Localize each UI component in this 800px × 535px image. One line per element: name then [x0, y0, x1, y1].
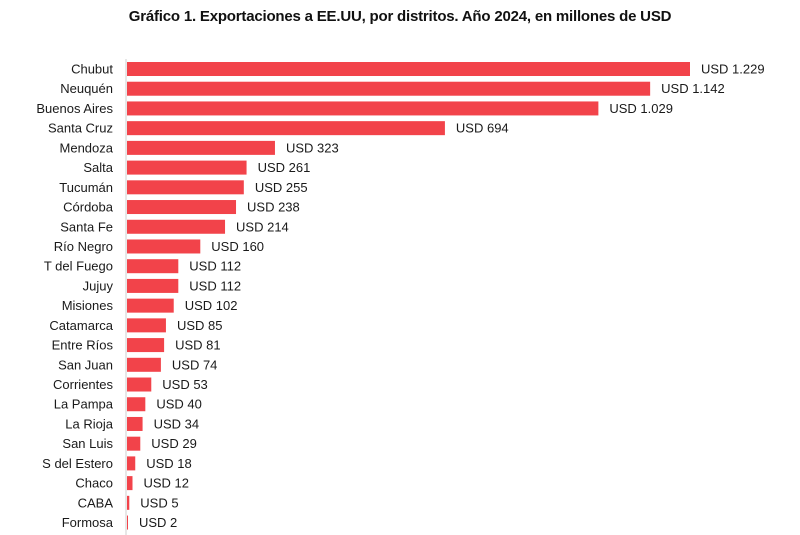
value-label: USD 81: [175, 338, 221, 353]
bar: [127, 397, 146, 412]
bar: [127, 121, 445, 136]
bar-row: Buenos Aires USD 1.029: [36, 101, 673, 116]
bar-row: Neuquén USD 1.142: [60, 81, 725, 96]
category-label: Entre Ríos: [52, 338, 114, 353]
bar-row: Corrientes USD 53: [53, 377, 208, 392]
bar-row: Córdoba USD 238: [63, 200, 300, 215]
value-label: USD 238: [247, 200, 300, 215]
value-label: USD 214: [236, 219, 289, 234]
bar: [127, 81, 651, 96]
value-label: USD 74: [172, 357, 218, 372]
bar: [127, 436, 141, 451]
bar: [127, 495, 130, 510]
category-label: Córdoba: [63, 200, 114, 215]
value-label: USD 261: [258, 160, 311, 175]
value-label: USD 255: [255, 180, 308, 195]
bar: [127, 259, 179, 274]
chart-title: Gráfico 1. Exportaciones a EE.UU, por di…: [128, 8, 672, 25]
value-label: USD 5: [140, 495, 178, 510]
category-label: San Juan: [58, 357, 113, 372]
category-label: La Rioja: [65, 416, 113, 431]
value-label: USD 12: [143, 476, 189, 491]
bar-row: La Rioja USD 34: [65, 416, 199, 431]
bar: [127, 476, 133, 491]
bar-row: Santa Fe USD 214: [60, 219, 289, 234]
bar: [127, 140, 275, 155]
category-label: Chaco: [75, 476, 113, 491]
bar: [127, 456, 136, 471]
bar: [127, 219, 226, 234]
bar: [127, 298, 174, 313]
bar-row: CABA USD 5: [78, 495, 179, 510]
bar: [127, 416, 143, 431]
category-label: T del Fuego: [44, 259, 113, 274]
bar-row: Entre Ríos USD 81: [52, 338, 221, 353]
category-label: Misiones: [62, 298, 114, 313]
bar-row: Salta USD 261: [83, 160, 310, 175]
bar-row: Mendoza USD 323: [60, 140, 339, 155]
bar: [127, 180, 244, 195]
bar: [127, 62, 690, 76]
value-label: USD 112: [189, 278, 241, 293]
value-label: USD 694: [456, 121, 509, 136]
bars-layer: Chubut USD 1.229 Neuquén USD 1.142 Buenos Ai…: [36, 62, 764, 531]
bar: [127, 357, 161, 372]
bar: [127, 318, 166, 333]
value-label: USD 1.229: [701, 62, 765, 77]
bar-row: Río Negro USD 160: [54, 239, 264, 254]
bar-row: T del Fuego USD 112: [44, 259, 241, 274]
bar-row: La Pampa USD 40: [54, 397, 202, 412]
bar: [127, 200, 237, 215]
value-label: USD 40: [156, 397, 202, 412]
bar: [127, 101, 599, 116]
value-label: USD 1.142: [661, 81, 725, 96]
category-label: S del Estero: [42, 456, 113, 471]
bar-row: Jujuy USD 112: [83, 278, 241, 293]
bar: [127, 338, 165, 353]
value-label: USD 2: [139, 515, 177, 530]
bar: [127, 278, 179, 293]
value-label: USD 85: [177, 318, 223, 333]
bar-row: Catamarca USD 85: [49, 318, 222, 333]
value-label: USD 29: [151, 436, 197, 451]
bar-row: San Juan USD 74: [58, 357, 217, 372]
category-label: Corrientes: [53, 377, 113, 392]
value-label: USD 18: [146, 456, 192, 471]
value-label: USD 160: [211, 239, 264, 254]
bar-row: San Luis USD 29: [62, 436, 196, 451]
bar-row: Santa Cruz USD 694: [48, 121, 509, 136]
category-label: Santa Fe: [60, 219, 113, 234]
category-label: La Pampa: [54, 397, 114, 412]
category-label: San Luis: [62, 436, 113, 451]
category-label: Salta: [83, 160, 113, 175]
category-label: Tucumán: [59, 180, 113, 195]
category-label: Jujuy: [83, 278, 114, 293]
category-label: Buenos Aires: [36, 101, 113, 116]
category-label: Santa Cruz: [48, 121, 113, 136]
value-label: USD 112: [189, 259, 241, 274]
category-label: Neuquén: [60, 81, 113, 96]
value-label: USD 1.029: [609, 101, 673, 116]
bar: [127, 515, 128, 530]
bar-row: S del Estero USD 18: [42, 456, 192, 471]
category-label: Catamarca: [49, 318, 113, 333]
value-label: USD 34: [154, 416, 200, 431]
value-label: USD 323: [286, 140, 339, 155]
bar: [127, 239, 201, 254]
category-label: Formosa: [62, 515, 114, 530]
bar-row: Misiones USD 102: [62, 298, 238, 313]
bar-row: Chaco USD 12: [75, 476, 189, 491]
bar-row: Formosa USD 2: [62, 515, 178, 530]
category-label: Río Negro: [54, 239, 113, 254]
value-label: USD 102: [185, 298, 238, 313]
bar-row: Chubut USD 1.229: [71, 62, 765, 77]
category-label: CABA: [78, 495, 114, 510]
category-label: Chubut: [71, 62, 113, 77]
bar: [127, 377, 152, 392]
bar: [127, 160, 247, 175]
category-label: Mendoza: [60, 140, 114, 155]
value-label: USD 53: [162, 377, 208, 392]
bar-row: Tucumán USD 255: [59, 180, 307, 195]
